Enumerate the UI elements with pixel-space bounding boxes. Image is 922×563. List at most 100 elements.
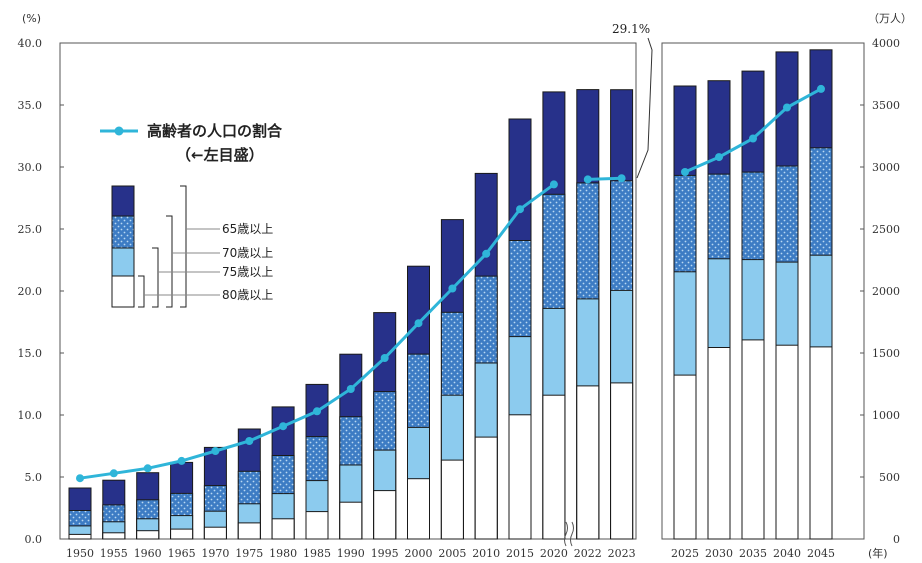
age-legend-75-segment bbox=[111, 247, 135, 277]
ratio-point-1990 bbox=[346, 385, 355, 393]
bar-80plus-1965 bbox=[170, 528, 194, 540]
x-tick-label-1965: 1965 bbox=[168, 547, 196, 560]
left-tick-label-15.0: 15.0 bbox=[18, 347, 43, 360]
x-tick-label-1960: 1960 bbox=[134, 547, 162, 560]
x-tick-label-1970: 1970 bbox=[201, 547, 229, 560]
x-axis-unit: (年) bbox=[868, 546, 888, 560]
bar-series-group bbox=[68, 49, 833, 540]
ratio-point-2015 bbox=[516, 205, 524, 214]
ratio-point-1980 bbox=[279, 422, 288, 431]
ratio-point-2030 bbox=[715, 153, 723, 162]
right-tick-label-3000: 3000 bbox=[872, 161, 900, 174]
age-legend-bracket-70 bbox=[166, 215, 173, 308]
bar-80plus-2035 bbox=[741, 339, 765, 540]
ratio-point-2000 bbox=[414, 319, 423, 328]
bar-80plus-1975 bbox=[237, 522, 261, 540]
x-tick-label-1980: 1980 bbox=[269, 547, 297, 560]
bar-80plus-2040 bbox=[775, 344, 799, 540]
x-tick-label-1985: 1985 bbox=[303, 547, 331, 560]
age-legend-label-65: 65歳以上 bbox=[222, 222, 273, 236]
ratio-point-2025 bbox=[681, 168, 689, 176]
ratio-point-1995 bbox=[380, 354, 389, 362]
bar-80plus-1990 bbox=[339, 501, 363, 540]
x-tick-label-2020: 2020 bbox=[540, 547, 568, 560]
axis-break-mark bbox=[564, 521, 574, 547]
bar-80plus-2020 bbox=[542, 394, 566, 540]
bar-80plus-2045 bbox=[809, 346, 833, 540]
bar-80plus-1970 bbox=[203, 526, 227, 540]
age-legend-80-segment bbox=[111, 275, 135, 308]
elderly-ratio-line-group bbox=[76, 84, 825, 483]
line-legend-axis-note: （←左目盛） bbox=[176, 146, 264, 164]
x-tick-label-1955: 1955 bbox=[100, 547, 128, 560]
x-tick-label-1995: 1995 bbox=[371, 547, 399, 560]
ratio-point-2023 bbox=[617, 174, 626, 183]
bar-80plus-1950 bbox=[68, 533, 92, 540]
age-legend-bracket-65 bbox=[180, 185, 187, 308]
age-legend-bracket-80 bbox=[138, 275, 145, 308]
bar-80plus-2000 bbox=[407, 478, 430, 540]
x-tick-label-2010: 2010 bbox=[472, 547, 500, 560]
age-legend-label-70: 70歳以上 bbox=[222, 246, 273, 260]
age-legend-65-segment bbox=[111, 185, 135, 217]
ratio-point-2022 bbox=[583, 175, 592, 184]
axis-ticks-group: 0.0 5.0 10.0 15.0 20.0 25.0 30.0 35.0 40.0 0 500 10… bbox=[18, 37, 901, 560]
left-tick-label-25.0: 25.0 bbox=[18, 223, 43, 236]
ratio-point-1975 bbox=[245, 437, 254, 445]
age-group-legend: 65歳以上 70歳以上 75歳以上 80歳以上 bbox=[111, 185, 273, 308]
ratio-point-2035 bbox=[749, 134, 757, 143]
left-tick-label-5.0: 5.0 bbox=[25, 471, 43, 484]
ratio-annotation-leader bbox=[636, 37, 653, 179]
age-legend-label-75: 75歳以上 bbox=[222, 265, 273, 279]
x-tick-label-2040: 2040 bbox=[773, 547, 801, 560]
ratio-point-1970 bbox=[211, 447, 220, 455]
left-tick-label-35.0: 35.0 bbox=[18, 99, 43, 112]
x-tick-label-2023: 2023 bbox=[608, 547, 636, 560]
bar-80plus-2005 bbox=[440, 459, 464, 540]
x-tick-label-2022: 2022 bbox=[574, 547, 602, 560]
right-tick-label-0: 0 bbox=[893, 533, 900, 546]
ratio-point-1960 bbox=[143, 464, 152, 473]
right-tick-label-500: 500 bbox=[879, 471, 900, 484]
bar-80plus-1985 bbox=[305, 511, 329, 540]
line-legend-label: 高齢者の人口の割合 bbox=[147, 122, 283, 140]
age-legend-70-segment bbox=[111, 215, 135, 249]
right-axis-unit: （万人） bbox=[868, 12, 912, 25]
ratio-annotation-text: 29.1% bbox=[612, 22, 650, 36]
x-tick-label-2045: 2045 bbox=[807, 547, 835, 560]
x-tick-label-1975: 1975 bbox=[235, 547, 263, 560]
x-tick-label-2025: 2025 bbox=[671, 547, 699, 560]
age-legend-label-80: 80歳以上 bbox=[222, 288, 273, 302]
x-tick-label-2005: 2005 bbox=[438, 547, 466, 560]
x-tick-label-1990: 1990 bbox=[337, 547, 365, 560]
x-tick-label-2030: 2030 bbox=[705, 547, 733, 560]
right-tick-label-3500: 3500 bbox=[872, 99, 900, 112]
bar-80plus-1995 bbox=[373, 490, 397, 540]
bar-80plus-2030 bbox=[707, 347, 731, 540]
bar-80plus-1960 bbox=[136, 530, 160, 540]
x-tick-label-2000: 2000 bbox=[405, 547, 433, 560]
left-tick-label-30.0: 30.0 bbox=[18, 161, 43, 174]
left-tick-label-40.0: 40.0 bbox=[18, 37, 43, 50]
ratio-point-1955 bbox=[109, 469, 118, 478]
x-tick-label-1950: 1950 bbox=[66, 547, 94, 560]
line-legend-marker bbox=[114, 126, 124, 136]
ratio-point-1965 bbox=[177, 456, 186, 465]
x-tick-label-2035: 2035 bbox=[739, 547, 767, 560]
ratio-point-2005 bbox=[448, 284, 457, 293]
bar-80plus-2015 bbox=[508, 414, 532, 540]
bar-80plus-1980 bbox=[271, 518, 295, 540]
right-tick-label-1000: 1000 bbox=[872, 409, 900, 422]
bar-80plus-2010 bbox=[474, 436, 498, 540]
right-tick-label-2500: 2500 bbox=[872, 223, 900, 236]
right-tick-label-2000: 2000 bbox=[872, 285, 900, 298]
x-tick-label-2015: 2015 bbox=[506, 547, 534, 560]
bar-80plus-2022 bbox=[576, 385, 600, 540]
left-tick-label-10.0: 10.0 bbox=[18, 409, 43, 422]
ratio-point-2045 bbox=[817, 84, 825, 93]
ratio-line-segment-2 bbox=[587, 176, 622, 181]
ratio-point-2040 bbox=[783, 103, 791, 112]
age-legend-bracket-75 bbox=[152, 247, 159, 308]
ratio-point-2010 bbox=[482, 249, 491, 258]
